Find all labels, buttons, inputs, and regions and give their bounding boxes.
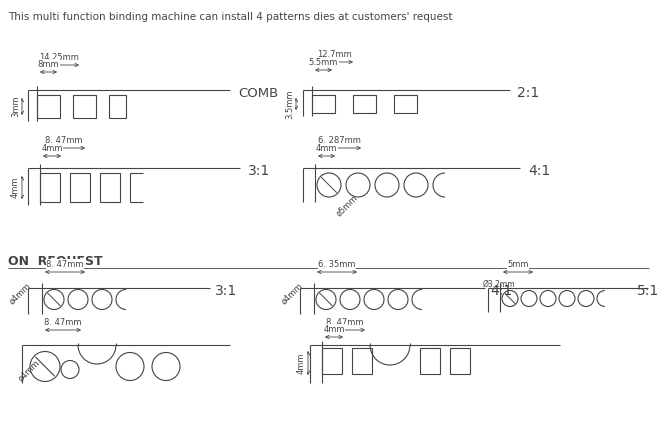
Text: 4mm: 4mm (41, 144, 63, 153)
Text: 5.5mm: 5.5mm (309, 58, 338, 67)
Text: Ø3.2mm: Ø3.2mm (483, 280, 516, 288)
Text: 14.25mm: 14.25mm (39, 53, 79, 62)
Bar (40, 173, 60, 202)
Text: 3:1: 3:1 (215, 284, 237, 298)
Text: 8. 47mm: 8. 47mm (327, 318, 364, 327)
Text: 8. 47mm: 8. 47mm (44, 318, 81, 327)
Bar (450, 348, 470, 374)
Text: 4mm: 4mm (323, 325, 345, 334)
Bar (312, 95, 335, 113)
Text: 3mm: 3mm (11, 96, 20, 117)
Text: COMB: COMB (238, 86, 279, 100)
Text: ON  REQUEST: ON REQUEST (8, 255, 102, 268)
Text: 2:1: 2:1 (517, 86, 539, 100)
Text: 3.5mm: 3.5mm (285, 89, 294, 119)
Text: 4mm: 4mm (11, 177, 20, 198)
Text: ø5mm: ø5mm (335, 193, 360, 218)
Bar (37, 95, 60, 118)
Bar (353, 95, 376, 113)
Text: ø4mm: ø4mm (8, 281, 34, 306)
Text: ø4mm: ø4mm (280, 281, 306, 306)
Bar (322, 348, 342, 374)
Text: 4mm: 4mm (297, 352, 306, 374)
Text: ø4mm: ø4mm (17, 358, 42, 383)
Bar (70, 173, 90, 202)
Text: This multi function binding machine can install 4 patterns dies at customers' re: This multi function binding machine can … (8, 12, 453, 22)
Text: 5mm: 5mm (507, 260, 529, 269)
Text: 4:1: 4:1 (490, 284, 512, 298)
Text: 8. 47mm: 8. 47mm (46, 260, 83, 269)
Text: 6. 35mm: 6. 35mm (318, 260, 355, 269)
Text: 8. 47mm: 8. 47mm (45, 136, 83, 145)
Bar (100, 173, 120, 202)
Text: 4:1: 4:1 (528, 164, 551, 178)
Bar (109, 95, 126, 118)
Text: 4mm: 4mm (316, 144, 337, 153)
Text: 8mm: 8mm (37, 60, 59, 69)
Text: 12.7mm: 12.7mm (317, 50, 351, 59)
Bar (73, 95, 96, 118)
Bar (420, 348, 440, 374)
Text: 5:1: 5:1 (637, 284, 657, 298)
Text: 6. 287mm: 6. 287mm (318, 136, 361, 145)
Bar (394, 95, 417, 113)
Text: 3:1: 3:1 (248, 164, 270, 178)
Bar (352, 348, 372, 374)
